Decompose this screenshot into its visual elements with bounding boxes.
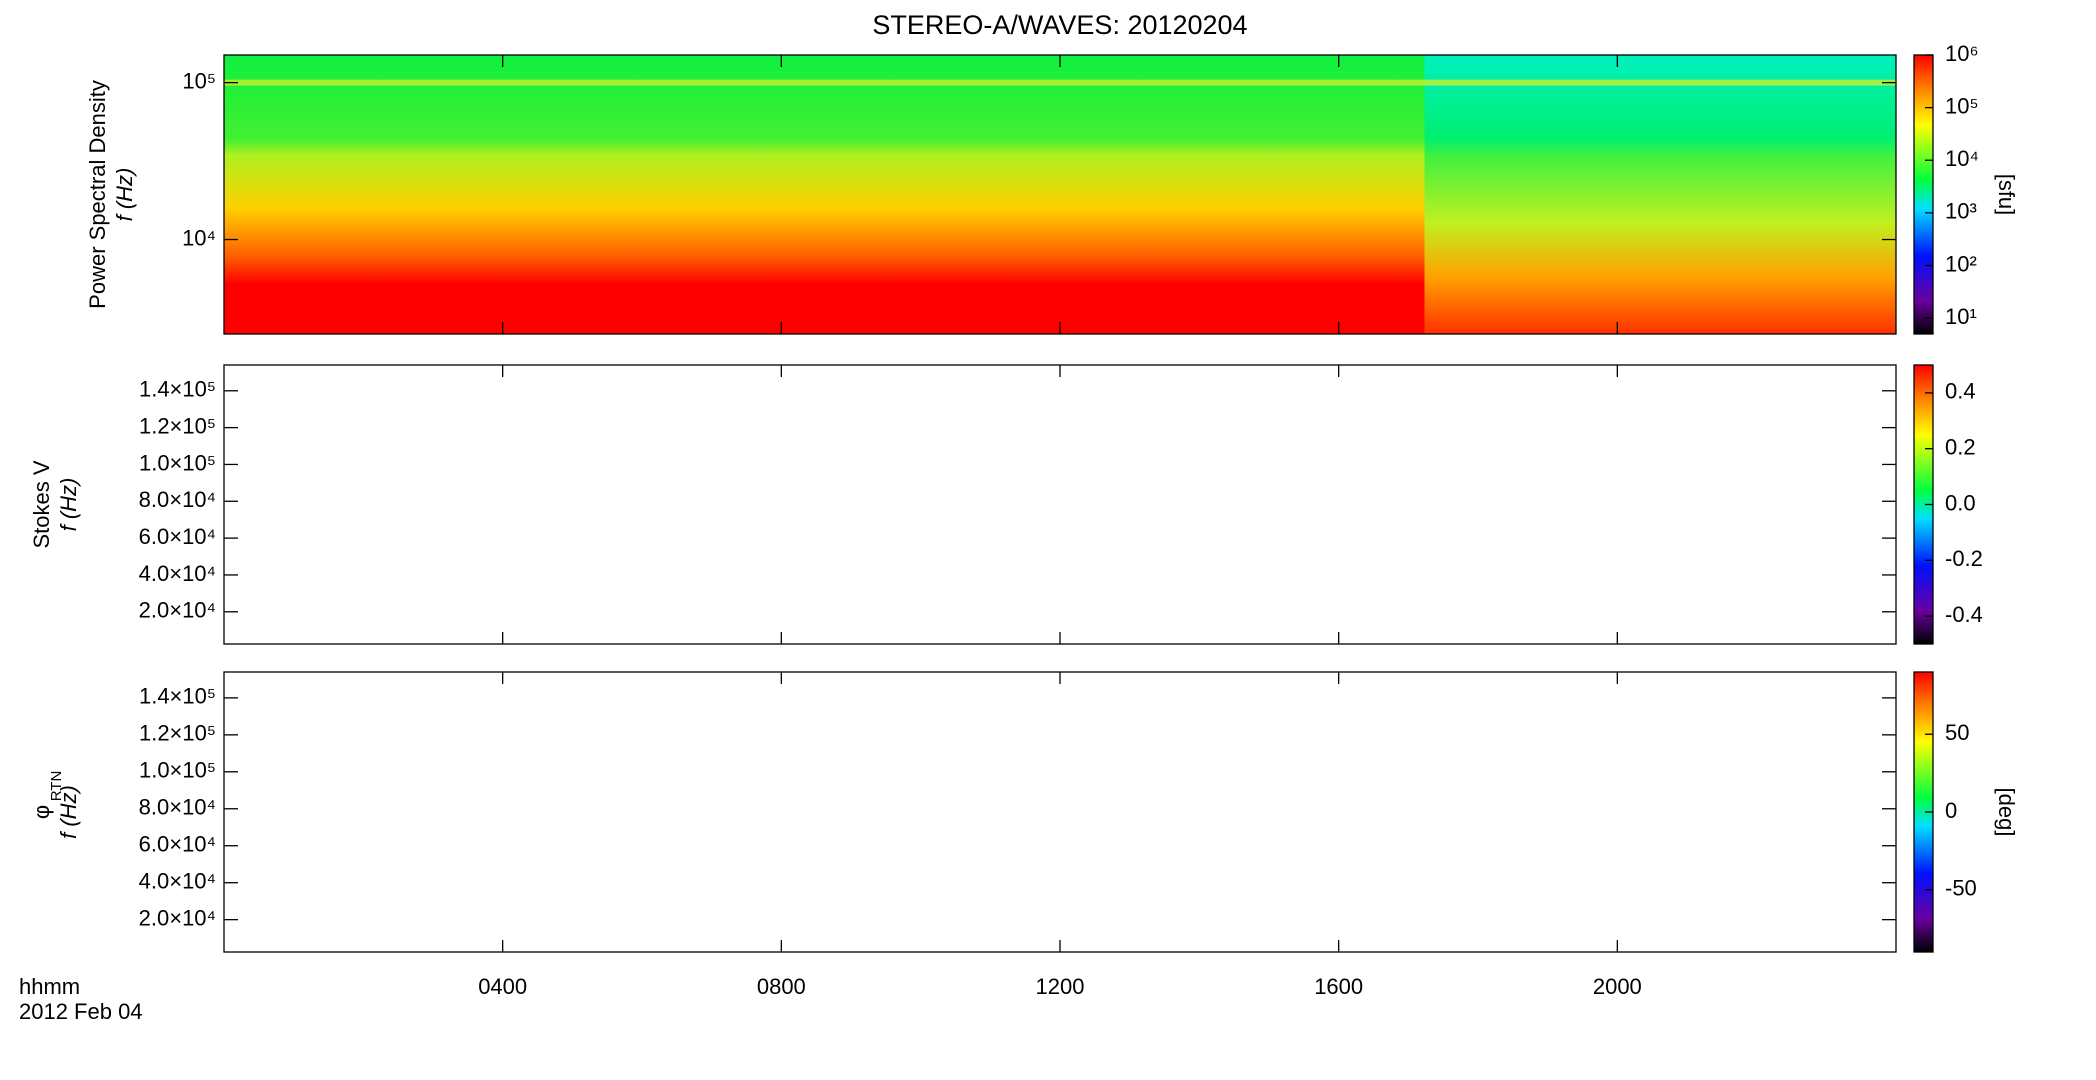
y-axis-label: Power Spectral Density — [85, 80, 110, 309]
colorbar-tick-label: 0.2 — [1945, 435, 1976, 460]
colorbar-tick-label: -50 — [1945, 876, 1977, 901]
x-tick-label: 2000 — [1593, 974, 1642, 999]
y-tick-label: 1.4×10⁵ — [139, 377, 216, 402]
x-tick-label: 1200 — [1036, 974, 1085, 999]
y-tick-label: 1.2×10⁵ — [139, 413, 216, 438]
colorbar-tick-label: 10² — [1945, 251, 1977, 276]
colorbar-tick-label: -0.2 — [1945, 546, 1983, 571]
colorbar-label: [sfu] — [1994, 174, 2019, 216]
y-tick-label: 2.0×10⁴ — [139, 598, 216, 623]
colorbar — [1913, 54, 1934, 335]
y-tick-label: 6.0×10⁴ — [139, 832, 216, 857]
y-axis-label: φ — [29, 805, 54, 819]
chart-title: STEREO-A/WAVES: 20120204 — [872, 10, 1247, 40]
colorbar-tick-label: 10¹ — [1945, 304, 1977, 329]
y-axis-label: f (Hz) — [56, 785, 81, 839]
x-tick-label: 0800 — [757, 974, 806, 999]
y-tick-label: 1.2×10⁵ — [139, 721, 216, 746]
plot-frame — [223, 671, 1897, 953]
y-tick-label: 1.0×10⁵ — [139, 758, 216, 783]
y-tick-label: 8.0×10⁴ — [139, 487, 216, 512]
plot-frame — [223, 364, 1897, 645]
colorbar-tick-label: 0 — [1945, 798, 1957, 823]
date-label: 2012 Feb 04 — [19, 999, 143, 1024]
spectrogram — [1424, 55, 1896, 334]
y-tick-label: 1.0×10⁵ — [139, 450, 216, 475]
x-tick-label: 0400 — [478, 974, 527, 999]
y-tick-label: 10⁵ — [182, 68, 216, 93]
y-tick-label: 4.0×10⁴ — [139, 869, 216, 894]
x-tick-label: 1600 — [1314, 974, 1363, 999]
y-axis-label: f (Hz) — [112, 168, 137, 222]
y-tick-label: 2.0×10⁴ — [139, 905, 216, 930]
colorbar-label: [deg] — [1994, 788, 2019, 837]
y-tick-label: 4.0×10⁴ — [139, 561, 216, 586]
spectrogram — [224, 55, 1425, 334]
y-axis-label: Stokes V — [29, 460, 54, 548]
colorbar-tick-label: 10⁵ — [1945, 93, 1979, 118]
colorbar-tick-label: -0.4 — [1945, 602, 1983, 627]
y-axis-label: f (Hz) — [56, 478, 81, 532]
colorbar-tick-label: 50 — [1945, 720, 1969, 745]
colorbar-tick-label: 10⁶ — [1945, 41, 1979, 66]
colorbar-tick-label: 0.0 — [1945, 490, 1976, 515]
y-tick-label: 1.4×10⁵ — [139, 684, 216, 709]
x-axis-label: hhmm — [19, 974, 80, 999]
y-tick-label: 10⁴ — [182, 225, 216, 250]
y-tick-label: 6.0×10⁴ — [139, 524, 216, 549]
y-tick-label: 8.0×10⁴ — [139, 795, 216, 820]
colorbar-tick-label: 0.4 — [1945, 379, 1976, 404]
spectrogram-band — [224, 79, 1896, 86]
colorbar-tick-label: 10⁴ — [1945, 146, 1979, 171]
y-axis-label-subscript: RTN — [48, 771, 65, 802]
colorbar-tick-label: 10³ — [1945, 199, 1977, 224]
